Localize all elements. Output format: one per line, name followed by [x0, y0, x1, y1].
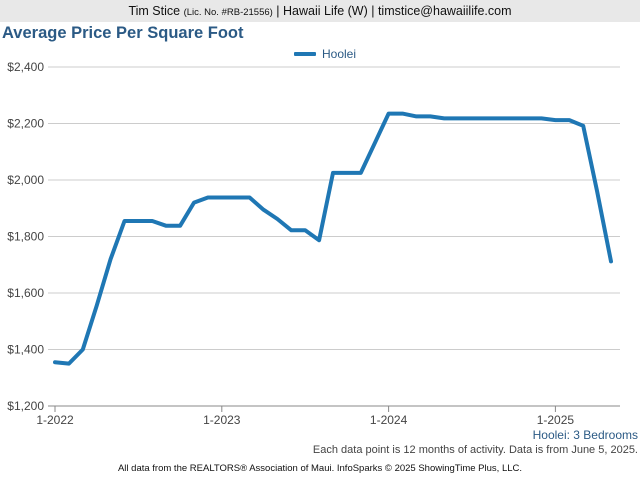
data-point	[289, 228, 293, 232]
data-point	[67, 362, 71, 366]
data-point	[456, 116, 460, 120]
data-point	[275, 217, 279, 221]
x-tick-label: 1-2024	[370, 413, 408, 427]
data-point	[401, 112, 405, 116]
data-point	[595, 189, 599, 193]
y-tick-label: $1,200	[7, 399, 44, 413]
data-point	[609, 259, 613, 263]
data-point	[109, 257, 113, 261]
data-point	[526, 116, 530, 120]
series-line-hoolei	[53, 111, 613, 366]
chart-subtitle: Hoolei: 3 Bedrooms	[532, 428, 638, 442]
data-point	[373, 141, 377, 145]
y-tick-label: $1,800	[7, 230, 44, 244]
x-tick-label: 1-2023	[203, 413, 241, 427]
chart-legend[interactable]: Hoolei	[294, 46, 356, 62]
data-point	[192, 201, 196, 205]
data-point	[303, 228, 307, 232]
data-point	[331, 171, 335, 175]
data-point	[498, 116, 502, 120]
data-point	[123, 219, 127, 223]
data-point	[414, 114, 418, 118]
y-tick-label: $2,000	[7, 173, 44, 187]
data-point	[81, 348, 85, 352]
license-number: (Lic. No. #RB-21556)	[183, 7, 273, 18]
data-note: Each data point is 12 months of activity…	[312, 444, 638, 456]
agent-contact: | Hawaii Life (W) | timstice@hawaiilife.…	[276, 4, 512, 18]
data-point	[53, 360, 57, 364]
data-point	[442, 116, 446, 120]
data-point	[95, 304, 99, 308]
data-point	[359, 171, 363, 175]
data-point	[581, 124, 585, 128]
data-point	[164, 224, 168, 228]
data-point	[206, 196, 210, 200]
data-point	[150, 219, 154, 223]
data-point	[262, 208, 266, 212]
y-tick-label: $2,200	[7, 117, 44, 131]
agent-name: Tim Stice	[128, 4, 181, 18]
footer-credit: All data from the REALTORS® Association …	[117, 463, 523, 474]
legend-label: Hoolei	[322, 47, 357, 61]
data-point	[540, 116, 544, 120]
data-point	[248, 196, 252, 200]
x-tick-label: 1-2025	[537, 413, 575, 427]
data-point	[220, 196, 224, 200]
legend-swatch	[294, 52, 316, 56]
data-point	[234, 196, 238, 200]
data-point	[567, 118, 571, 122]
data-point	[387, 112, 391, 116]
data-point	[428, 114, 432, 118]
y-tick-label: $1,600	[7, 286, 44, 300]
data-point	[136, 219, 140, 223]
data-point	[484, 116, 488, 120]
y-tick-label: $1,400	[7, 343, 44, 357]
data-point	[317, 238, 321, 242]
x-tick-label: 1-2022	[36, 413, 74, 427]
chart-title: Average Price Per Square Foot	[2, 24, 244, 42]
data-point	[512, 116, 516, 120]
data-point	[178, 224, 182, 228]
data-point	[345, 171, 349, 175]
data-point	[553, 118, 557, 122]
y-tick-label: $2,400	[7, 60, 44, 74]
agent-header-bar: Tim Stice (Lic. No. #RB-21556) | Hawaii …	[0, 0, 640, 22]
data-point	[470, 116, 474, 120]
